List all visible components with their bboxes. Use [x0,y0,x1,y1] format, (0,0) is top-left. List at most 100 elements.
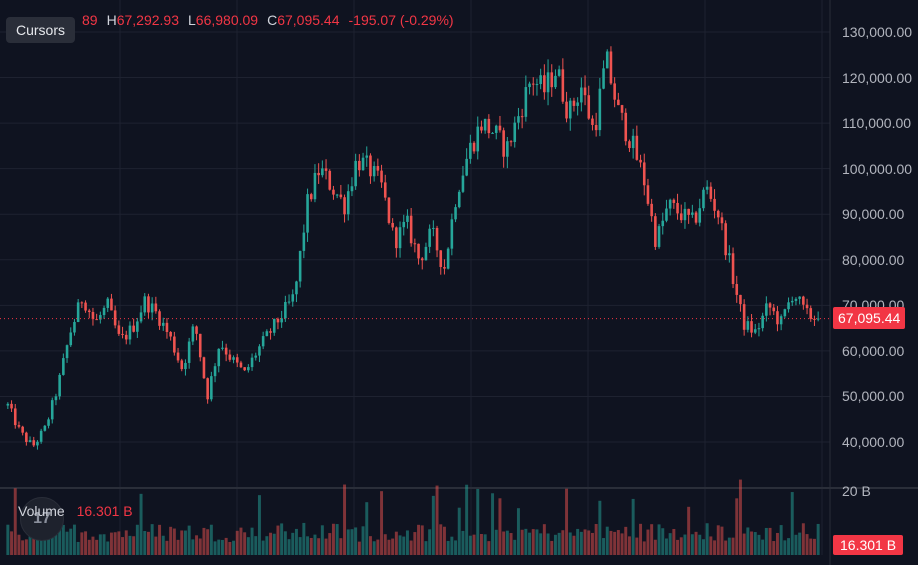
volume-bar [579,531,583,555]
candle-body [143,296,147,313]
volume-bar [24,539,28,555]
volume-bar [794,534,798,555]
volume-bar [528,532,532,555]
candle-body [735,284,739,295]
candle-body [132,325,135,332]
volume-bar [424,541,428,555]
candle-body [276,318,280,323]
candle-body [461,175,465,192]
volume-bar [113,532,117,555]
volume-bar [553,534,557,555]
volume-bar [135,524,139,555]
volume-bar [668,533,672,555]
candle-body [528,83,531,88]
volume-bar [557,532,561,555]
volume-bar [84,531,88,555]
volume-bar [32,534,36,555]
volume-bar [535,529,539,555]
volume-bar [213,541,217,555]
candle-body [539,75,542,85]
candle-body [720,217,724,224]
candle-body [247,367,250,371]
volume-bar [98,534,102,555]
volume-bar [735,498,739,555]
volume-bar [787,538,791,555]
candle-body [457,191,461,208]
volume-bar [539,533,543,555]
volume-bar [620,533,624,555]
candle-body [332,189,335,195]
volume-bar [417,524,421,555]
volume-bar [450,536,454,555]
volume-bar [58,524,62,555]
volume-bar [742,533,746,555]
candle-body [543,75,546,93]
candle-body [783,309,787,317]
candle-body [739,294,742,305]
volume-bar [516,508,520,555]
volume-label: Volume [18,503,65,519]
logo-icon[interactable]: 17 [20,497,64,541]
volume-bar [132,536,136,555]
y-tick-label: 50,000.00 [842,388,905,405]
volume-bar [513,539,517,555]
candle-body [43,425,47,431]
volume-bar [616,530,620,555]
volume-bar [43,529,47,555]
volume-bar [346,529,350,555]
volume-bar [583,529,587,555]
volume-bar [613,531,617,555]
volume-bar [505,530,509,555]
candle-body [32,440,36,446]
volume-bar [435,485,439,555]
volume-bar [764,527,768,555]
candle-body [136,321,139,332]
volume-bar [409,540,413,555]
y-tick-label: 130,000.00 [842,24,913,40]
volume-bar [439,524,443,555]
volume-bar [461,530,465,555]
volume-bar [757,534,761,555]
candle-body [128,325,132,340]
candle-body [524,87,528,117]
volume-bar [394,531,398,555]
volume-bar [28,536,32,555]
change-value: -195.07 (-0.29%) [348,12,454,28]
candle-body [150,303,154,313]
volume-bar [265,536,269,555]
volume-value: 16.301 B [76,503,133,519]
candle-body [605,51,609,69]
candle-body [165,322,169,332]
volume-bar [291,532,295,555]
candle-body [779,316,783,325]
candle-body [661,220,665,227]
volume-bar [146,531,150,555]
candle-body [683,208,687,221]
candle-body [472,142,476,152]
candle-body [99,315,102,320]
volume-bar [783,540,787,555]
volume-bar [642,541,646,555]
volume-bar [720,526,724,555]
high-label: H [106,12,117,28]
volume-bar [561,530,565,555]
volume-bar [176,539,180,555]
y-tick-label: 110,000.00 [842,115,912,132]
volume-bar [531,529,535,555]
candle-body [173,336,176,353]
volume-bar [631,498,635,555]
candle-body [724,223,727,256]
candle-body [239,362,243,368]
volume-bar [250,527,254,555]
candle-body [36,441,39,446]
volume-bar [405,530,409,555]
candle-body [498,125,502,131]
candle-body [587,95,591,119]
volume-bar [102,534,106,555]
candle-body [691,212,694,215]
candle-body [716,210,720,218]
volume-bar [431,495,435,555]
candle-body [420,258,424,261]
candle-body [84,302,87,311]
